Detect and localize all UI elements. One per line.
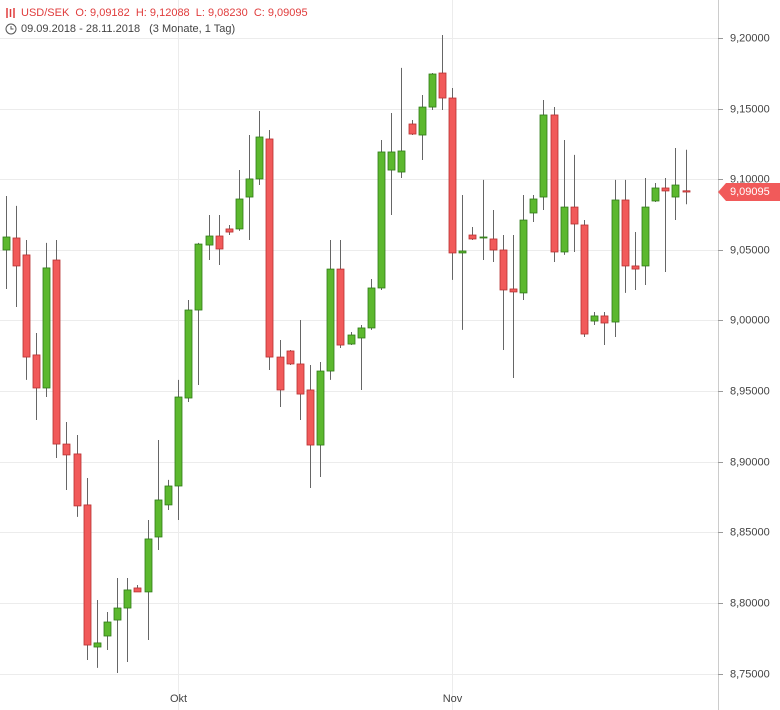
x-tick-label: Nov: [443, 693, 463, 705]
symbol: USD/SEK: [21, 7, 70, 19]
candle-body: [560, 206, 569, 253]
candle-body: [22, 254, 31, 358]
candle-body: [336, 268, 345, 346]
candle-body: [671, 184, 680, 198]
candle-body: [570, 206, 579, 225]
candle-body: [83, 504, 92, 646]
candle-body: [529, 198, 538, 214]
candle-body: [144, 538, 153, 593]
date-range: 09.09.2018 - 28.11.2018: [21, 23, 140, 35]
clock-icon: [5, 23, 17, 35]
candle-body: [539, 114, 548, 198]
candle-body: [164, 485, 173, 506]
candle-body: [103, 621, 112, 637]
candle-body: [661, 187, 670, 192]
candle-body: [276, 356, 285, 391]
low-label: L: 9,08230: [196, 7, 248, 19]
candle-body: [62, 443, 71, 456]
candles: [2, 35, 691, 673]
candle-body: [52, 259, 61, 445]
candle-body: [641, 206, 650, 267]
candle-body: [458, 250, 467, 254]
high-label: H: 9,12088: [136, 7, 190, 19]
candle-body: [265, 138, 274, 358]
candle-body: [133, 587, 142, 593]
y-tick-label: 9,20000: [730, 32, 770, 44]
candle-body: [306, 389, 315, 446]
x-tick-label: Okt: [170, 693, 187, 705]
y-tick-label: 8,95000: [730, 385, 770, 397]
candle-body: [600, 315, 609, 324]
candle-body: [611, 199, 620, 323]
candle-body: [479, 236, 488, 239]
candle-body: [255, 136, 264, 180]
candle-body: [418, 106, 427, 136]
candle-body: [225, 228, 234, 233]
y-tick-label: 8,75000: [730, 668, 770, 680]
y-tick-label: 8,80000: [730, 597, 770, 609]
candle-body: [32, 354, 41, 389]
candle-body: [519, 219, 528, 294]
candle-body: [154, 499, 163, 538]
candle-body: [590, 315, 599, 322]
candle-body: [326, 268, 335, 372]
candle-body: [499, 249, 508, 291]
candle-body: [93, 642, 102, 648]
header-bg: [4, 8, 14, 18]
header: USD/SEK O: 9,09182 H: 9,12088 L: 9,08230…: [4, 7, 308, 35]
candle-body: [194, 243, 203, 311]
candle-body: [651, 187, 660, 202]
candle-body: [174, 396, 183, 487]
candle-body: [113, 607, 122, 621]
symbol-icon: [6, 8, 15, 18]
candle-body: [357, 327, 366, 339]
y-tick-label: 8,90000: [730, 456, 770, 468]
candle-body: [438, 72, 447, 99]
candle-body: [205, 235, 214, 246]
candle-body: [397, 150, 406, 173]
candle-body: [296, 363, 305, 395]
candle-body: [367, 287, 376, 329]
date-span: (3 Monate, 1 Tag): [149, 23, 235, 35]
candle-body: [2, 236, 11, 251]
candle-body: [215, 235, 224, 250]
candle-body: [448, 97, 457, 254]
candle-body: [580, 224, 589, 335]
grid: [0, 0, 718, 710]
candle-body: [12, 237, 21, 267]
candle-body: [631, 265, 640, 270]
candle-body: [123, 589, 132, 609]
candle-body: [286, 350, 295, 365]
candle-body: [550, 114, 559, 253]
candle-body: [408, 123, 417, 135]
candle-body: [73, 453, 82, 507]
y-tick-label: 9,15000: [730, 103, 770, 115]
candle-body: [347, 334, 356, 345]
clock-hands: [10, 26, 14, 30]
candle-body: [682, 190, 691, 193]
candle-body: [489, 238, 498, 251]
header-line: USD/SEK O: 9,09182 H: 9,12088 L: 9,08230…: [21, 7, 308, 19]
candle-body: [428, 73, 437, 108]
range-line: 09.09.2018 - 28.11.2018 (3 Monate, 1 Tag…: [21, 23, 235, 35]
candle-body: [468, 234, 477, 240]
candle-body: [621, 199, 630, 267]
candle-body: [377, 151, 386, 289]
y-tick-label: 9,10000: [730, 173, 770, 185]
y-tick-label: 8,85000: [730, 526, 770, 538]
candle-body: [42, 267, 51, 389]
open-label: O: 9,09182: [75, 7, 129, 19]
last-price-label: 9,09095: [730, 186, 770, 198]
y-tick-label: 9,05000: [730, 244, 770, 256]
y-tick-label: 9,00000: [730, 314, 770, 326]
candle-body: [387, 151, 396, 171]
close-label: C: 9,09095: [254, 7, 308, 19]
candle-body: [245, 178, 254, 198]
candle-body: [184, 309, 193, 399]
last-price-tag: [718, 183, 780, 202]
candle-body: [316, 370, 325, 446]
candle-body: [235, 198, 244, 230]
candle-body: [509, 288, 518, 293]
